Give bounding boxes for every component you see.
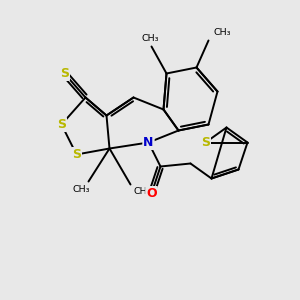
Text: CH₃: CH₃: [72, 184, 90, 194]
Text: N: N: [143, 136, 154, 149]
Text: CH₃: CH₃: [214, 28, 231, 37]
Text: O: O: [146, 187, 157, 200]
Text: S: S: [57, 118, 66, 131]
Text: S: S: [72, 148, 81, 161]
Text: CH₃: CH₃: [134, 188, 151, 196]
Text: S: S: [201, 136, 210, 149]
Text: S: S: [60, 67, 69, 80]
Text: CH₃: CH₃: [141, 34, 159, 43]
